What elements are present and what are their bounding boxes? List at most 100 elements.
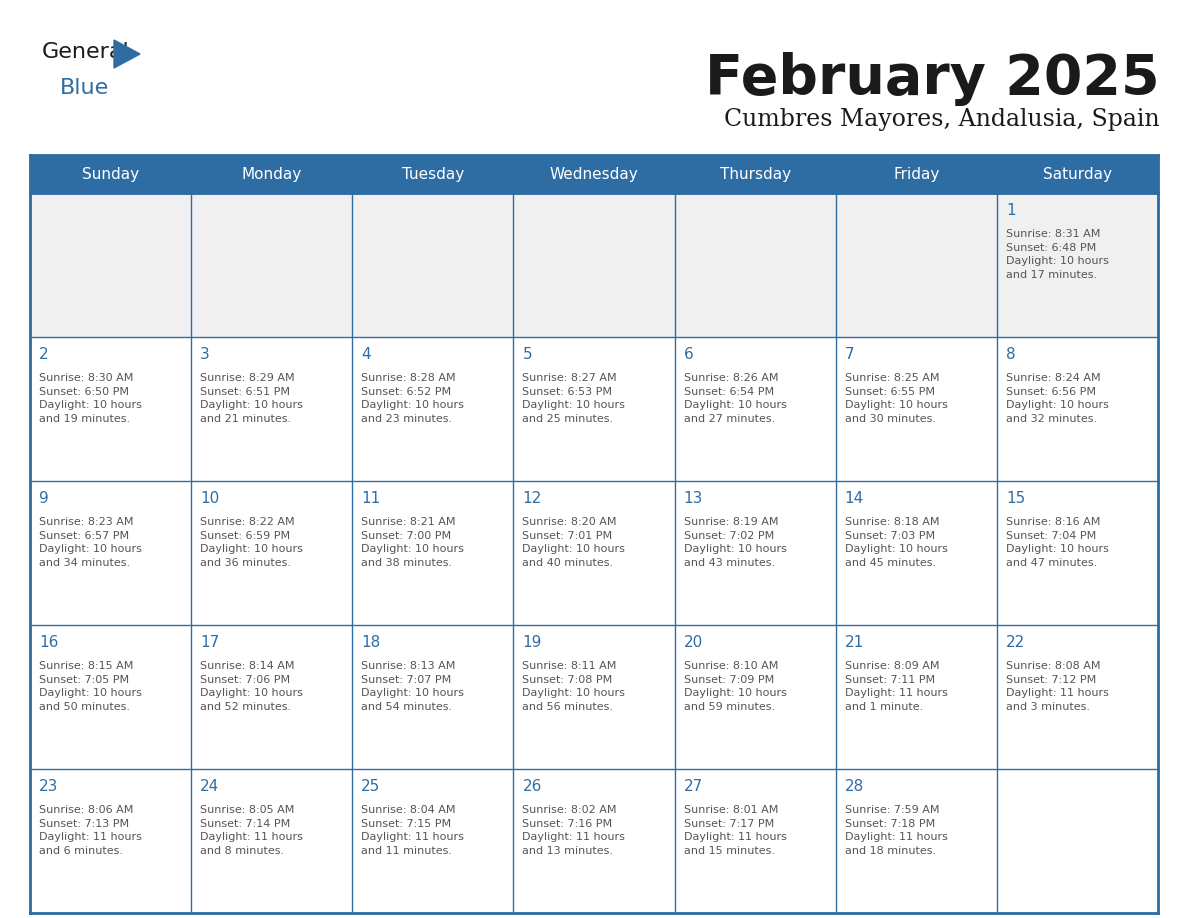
- Bar: [513, 337, 675, 481]
- Text: 19: 19: [523, 635, 542, 650]
- Text: Sunrise: 8:20 AM
Sunset: 7:01 PM
Daylight: 10 hours
and 40 minutes.: Sunrise: 8:20 AM Sunset: 7:01 PM Dayligh…: [523, 517, 625, 568]
- Text: Sunrise: 8:22 AM
Sunset: 6:59 PM
Daylight: 10 hours
and 36 minutes.: Sunrise: 8:22 AM Sunset: 6:59 PM Dayligh…: [200, 517, 303, 568]
- Bar: [835, 769, 997, 913]
- Text: Thursday: Thursday: [720, 166, 791, 182]
- Text: 9: 9: [39, 491, 49, 506]
- Text: Sunrise: 8:09 AM
Sunset: 7:11 PM
Daylight: 11 hours
and 1 minute.: Sunrise: 8:09 AM Sunset: 7:11 PM Dayligh…: [845, 661, 948, 711]
- Text: 13: 13: [683, 491, 703, 506]
- Text: 14: 14: [845, 491, 864, 506]
- Bar: [30, 337, 191, 481]
- Text: 21: 21: [845, 635, 864, 650]
- Text: February 2025: February 2025: [706, 52, 1159, 106]
- Bar: [513, 155, 675, 193]
- Bar: [513, 481, 675, 625]
- Text: Sunrise: 8:04 AM
Sunset: 7:15 PM
Daylight: 11 hours
and 11 minutes.: Sunrise: 8:04 AM Sunset: 7:15 PM Dayligh…: [361, 805, 465, 856]
- Bar: [997, 155, 1158, 193]
- Bar: [997, 337, 1158, 481]
- Bar: [835, 337, 997, 481]
- Text: 4: 4: [361, 347, 371, 362]
- Text: Sunrise: 8:27 AM
Sunset: 6:53 PM
Daylight: 10 hours
and 25 minutes.: Sunrise: 8:27 AM Sunset: 6:53 PM Dayligh…: [523, 373, 625, 424]
- Bar: [675, 193, 835, 337]
- Text: 7: 7: [845, 347, 854, 362]
- Text: 8: 8: [1006, 347, 1016, 362]
- Text: Sunrise: 8:23 AM
Sunset: 6:57 PM
Daylight: 10 hours
and 34 minutes.: Sunrise: 8:23 AM Sunset: 6:57 PM Dayligh…: [39, 517, 141, 568]
- Text: Sunrise: 8:10 AM
Sunset: 7:09 PM
Daylight: 10 hours
and 59 minutes.: Sunrise: 8:10 AM Sunset: 7:09 PM Dayligh…: [683, 661, 786, 711]
- Text: 12: 12: [523, 491, 542, 506]
- Bar: [675, 625, 835, 769]
- Text: 10: 10: [200, 491, 220, 506]
- Bar: [997, 481, 1158, 625]
- Bar: [513, 769, 675, 913]
- Bar: [513, 625, 675, 769]
- Bar: [675, 481, 835, 625]
- Text: Sunrise: 8:01 AM
Sunset: 7:17 PM
Daylight: 11 hours
and 15 minutes.: Sunrise: 8:01 AM Sunset: 7:17 PM Dayligh…: [683, 805, 786, 856]
- Text: Cumbres Mayores, Andalusia, Spain: Cumbres Mayores, Andalusia, Spain: [725, 108, 1159, 131]
- Text: Sunrise: 8:21 AM
Sunset: 7:00 PM
Daylight: 10 hours
and 38 minutes.: Sunrise: 8:21 AM Sunset: 7:00 PM Dayligh…: [361, 517, 465, 568]
- Text: Sunrise: 8:16 AM
Sunset: 7:04 PM
Daylight: 10 hours
and 47 minutes.: Sunrise: 8:16 AM Sunset: 7:04 PM Dayligh…: [1006, 517, 1108, 568]
- Bar: [835, 625, 997, 769]
- Text: Sunrise: 8:28 AM
Sunset: 6:52 PM
Daylight: 10 hours
and 23 minutes.: Sunrise: 8:28 AM Sunset: 6:52 PM Dayligh…: [361, 373, 465, 424]
- Text: Sunrise: 8:06 AM
Sunset: 7:13 PM
Daylight: 11 hours
and 6 minutes.: Sunrise: 8:06 AM Sunset: 7:13 PM Dayligh…: [39, 805, 141, 856]
- Text: 16: 16: [39, 635, 58, 650]
- Text: Sunday: Sunday: [82, 166, 139, 182]
- Bar: [997, 625, 1158, 769]
- Text: Sunrise: 8:29 AM
Sunset: 6:51 PM
Daylight: 10 hours
and 21 minutes.: Sunrise: 8:29 AM Sunset: 6:51 PM Dayligh…: [200, 373, 303, 424]
- Bar: [675, 155, 835, 193]
- Text: 26: 26: [523, 779, 542, 794]
- Bar: [997, 193, 1158, 337]
- Bar: [191, 625, 353, 769]
- Text: Sunrise: 7:59 AM
Sunset: 7:18 PM
Daylight: 11 hours
and 18 minutes.: Sunrise: 7:59 AM Sunset: 7:18 PM Dayligh…: [845, 805, 948, 856]
- Text: Sunrise: 8:19 AM
Sunset: 7:02 PM
Daylight: 10 hours
and 43 minutes.: Sunrise: 8:19 AM Sunset: 7:02 PM Dayligh…: [683, 517, 786, 568]
- Polygon shape: [114, 40, 140, 68]
- Text: 5: 5: [523, 347, 532, 362]
- Text: 2: 2: [39, 347, 49, 362]
- Bar: [353, 625, 513, 769]
- Text: 23: 23: [39, 779, 58, 794]
- Bar: [353, 337, 513, 481]
- Text: Sunrise: 8:14 AM
Sunset: 7:06 PM
Daylight: 10 hours
and 52 minutes.: Sunrise: 8:14 AM Sunset: 7:06 PM Dayligh…: [200, 661, 303, 711]
- Bar: [675, 337, 835, 481]
- Text: 15: 15: [1006, 491, 1025, 506]
- Text: Sunrise: 8:31 AM
Sunset: 6:48 PM
Daylight: 10 hours
and 17 minutes.: Sunrise: 8:31 AM Sunset: 6:48 PM Dayligh…: [1006, 229, 1108, 280]
- Bar: [353, 769, 513, 913]
- Bar: [30, 193, 191, 337]
- Bar: [30, 625, 191, 769]
- Bar: [997, 769, 1158, 913]
- Bar: [353, 193, 513, 337]
- Text: 1: 1: [1006, 203, 1016, 218]
- Text: Tuesday: Tuesday: [402, 166, 465, 182]
- Text: 27: 27: [683, 779, 703, 794]
- Text: Friday: Friday: [893, 166, 940, 182]
- Bar: [30, 155, 191, 193]
- Text: 24: 24: [200, 779, 220, 794]
- Bar: [835, 155, 997, 193]
- Text: Sunrise: 8:26 AM
Sunset: 6:54 PM
Daylight: 10 hours
and 27 minutes.: Sunrise: 8:26 AM Sunset: 6:54 PM Dayligh…: [683, 373, 786, 424]
- Text: 3: 3: [200, 347, 210, 362]
- Text: Saturday: Saturday: [1043, 166, 1112, 182]
- Bar: [353, 155, 513, 193]
- Text: Sunrise: 8:02 AM
Sunset: 7:16 PM
Daylight: 11 hours
and 13 minutes.: Sunrise: 8:02 AM Sunset: 7:16 PM Dayligh…: [523, 805, 625, 856]
- Text: 25: 25: [361, 779, 380, 794]
- Text: Sunrise: 8:30 AM
Sunset: 6:50 PM
Daylight: 10 hours
and 19 minutes.: Sunrise: 8:30 AM Sunset: 6:50 PM Dayligh…: [39, 373, 141, 424]
- Text: 6: 6: [683, 347, 694, 362]
- Text: Sunrise: 8:24 AM
Sunset: 6:56 PM
Daylight: 10 hours
and 32 minutes.: Sunrise: 8:24 AM Sunset: 6:56 PM Dayligh…: [1006, 373, 1108, 424]
- Bar: [835, 481, 997, 625]
- Bar: [835, 193, 997, 337]
- Bar: [191, 193, 353, 337]
- Text: Sunrise: 8:11 AM
Sunset: 7:08 PM
Daylight: 10 hours
and 56 minutes.: Sunrise: 8:11 AM Sunset: 7:08 PM Dayligh…: [523, 661, 625, 711]
- Text: Sunrise: 8:13 AM
Sunset: 7:07 PM
Daylight: 10 hours
and 54 minutes.: Sunrise: 8:13 AM Sunset: 7:07 PM Dayligh…: [361, 661, 465, 711]
- Bar: [191, 155, 353, 193]
- Text: 18: 18: [361, 635, 380, 650]
- Text: General: General: [42, 42, 129, 62]
- Bar: [30, 481, 191, 625]
- Bar: [191, 769, 353, 913]
- Text: 28: 28: [845, 779, 864, 794]
- Text: Sunrise: 8:18 AM
Sunset: 7:03 PM
Daylight: 10 hours
and 45 minutes.: Sunrise: 8:18 AM Sunset: 7:03 PM Dayligh…: [845, 517, 948, 568]
- Bar: [353, 481, 513, 625]
- Text: Sunrise: 8:25 AM
Sunset: 6:55 PM
Daylight: 10 hours
and 30 minutes.: Sunrise: 8:25 AM Sunset: 6:55 PM Dayligh…: [845, 373, 948, 424]
- Text: Blue: Blue: [61, 78, 109, 98]
- Text: Sunrise: 8:08 AM
Sunset: 7:12 PM
Daylight: 11 hours
and 3 minutes.: Sunrise: 8:08 AM Sunset: 7:12 PM Dayligh…: [1006, 661, 1108, 711]
- Bar: [191, 481, 353, 625]
- Bar: [191, 337, 353, 481]
- Text: Sunrise: 8:15 AM
Sunset: 7:05 PM
Daylight: 10 hours
and 50 minutes.: Sunrise: 8:15 AM Sunset: 7:05 PM Dayligh…: [39, 661, 141, 711]
